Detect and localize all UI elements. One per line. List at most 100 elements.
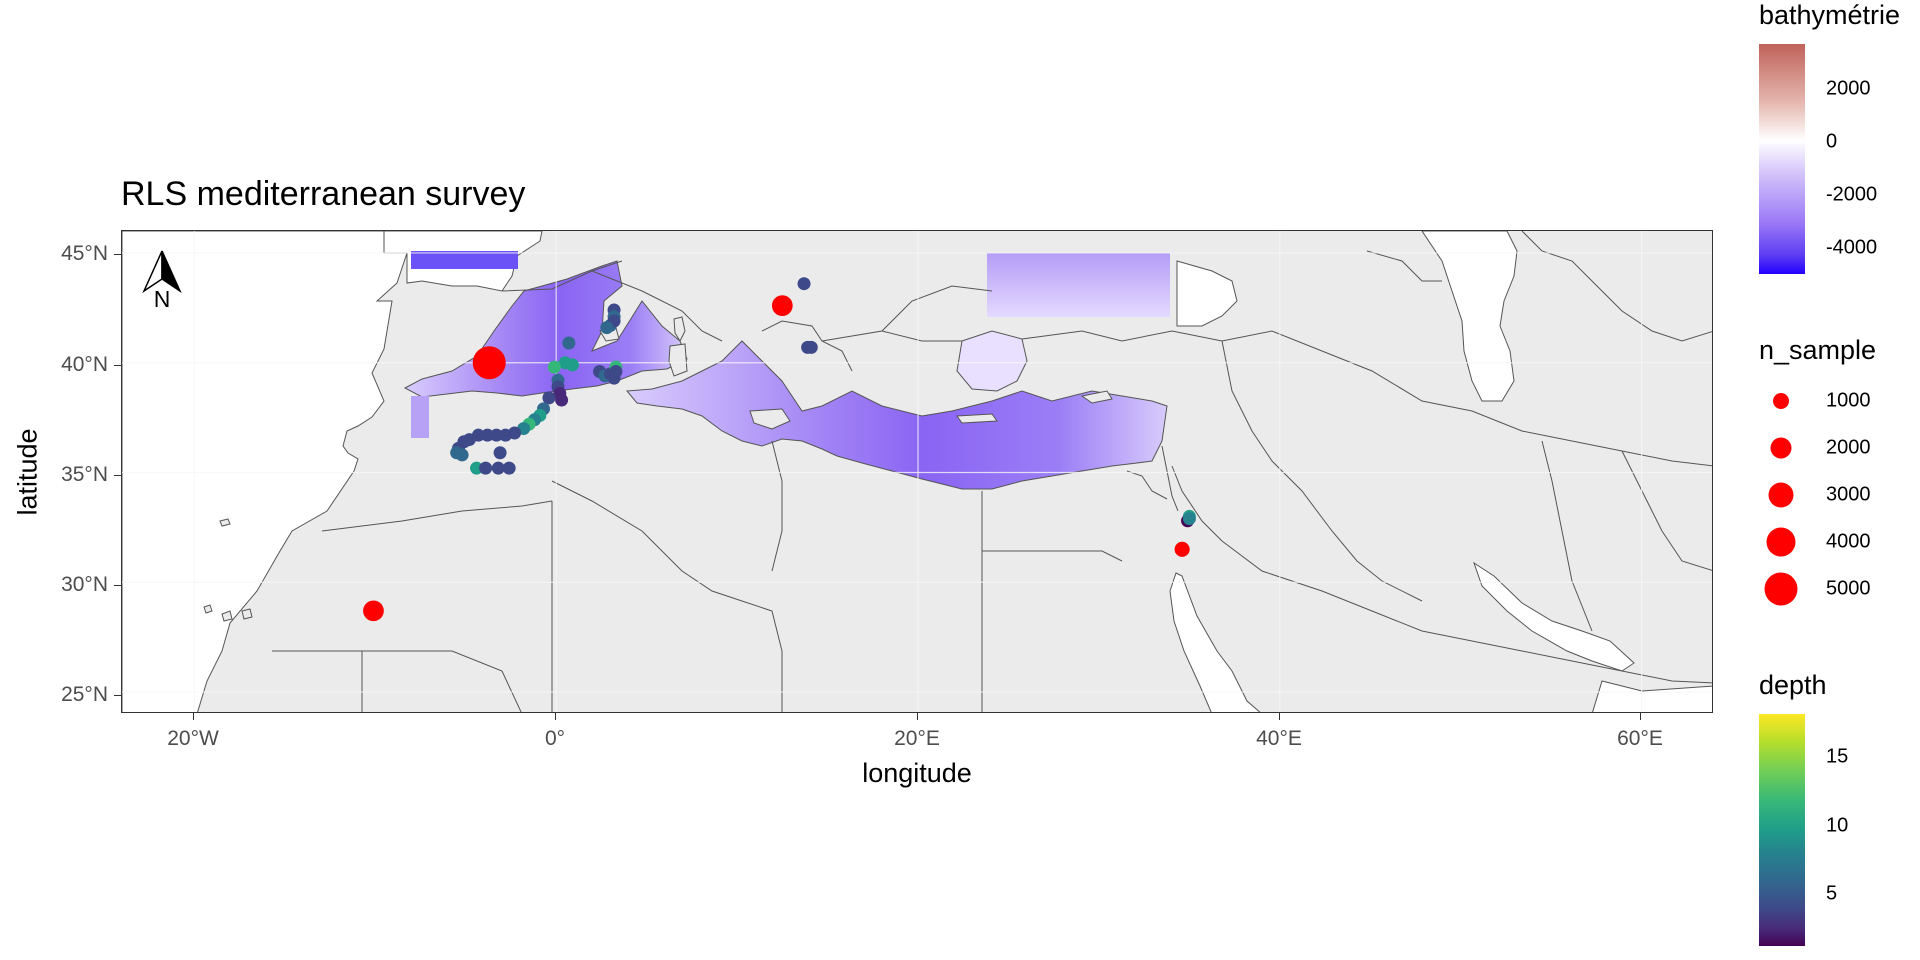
n-sample-legend-keys <box>1764 393 1798 606</box>
n-sample-key-1000 <box>1773 393 1789 409</box>
y-tickmark <box>114 365 121 366</box>
legend-bathymetry-title: bathymétrie <box>1759 0 1901 30</box>
corsica <box>673 316 686 343</box>
survey-site-point <box>562 336 576 350</box>
islands <box>203 316 1113 622</box>
depth-label-5: 5 <box>1826 882 1838 905</box>
graticule <box>122 231 1712 712</box>
bathymetry-label-minus-2000: -2000 <box>1826 183 1878 206</box>
map-canvas[interactable]: N <box>122 231 1713 713</box>
survey-site-point <box>797 277 811 291</box>
legend-n-sample-title: n_sample <box>1759 335 1877 365</box>
n-sample-key-3000 <box>1768 482 1794 508</box>
survey-site-point <box>491 461 505 475</box>
n-sample-point <box>472 346 506 380</box>
canary-3 <box>241 608 253 620</box>
n-sample-point <box>771 295 793 317</box>
x-tick-label-60e: 60°E <box>1617 727 1663 750</box>
bathymetry-label-2000: 2000 <box>1826 77 1871 100</box>
survey-site-point <box>480 428 494 442</box>
depth-label-10: 10 <box>1826 814 1849 837</box>
map-panel[interactable]: N <box>121 230 1713 713</box>
bathymetry-black-sea <box>987 253 1170 317</box>
y-tick-label-35: 35°N <box>61 463 108 486</box>
survey-site-point <box>502 461 516 475</box>
survey-site-point <box>565 358 579 372</box>
survey-site-point <box>804 340 818 354</box>
bathymetry-colorbar <box>1759 44 1805 274</box>
x-tick-label-20e: 20°E <box>894 727 940 750</box>
y-axis-title: latitude <box>12 428 43 516</box>
cyprus <box>1080 390 1113 404</box>
survey-sites <box>450 277 1196 528</box>
survey-site-point <box>600 321 614 335</box>
y-tickmark <box>114 585 121 586</box>
x-axis-title: longitude <box>862 758 972 788</box>
y-tickmark <box>114 695 121 696</box>
sardinia <box>668 343 688 377</box>
bathymetry-layer <box>403 251 1170 490</box>
y-tickmark <box>114 254 121 255</box>
bathymetry-aegean <box>956 330 1028 392</box>
survey-site-point <box>493 446 507 460</box>
sicily <box>749 408 791 430</box>
x-tick-label-40e: 40°E <box>1256 727 1302 750</box>
madeira <box>219 518 231 527</box>
canary-1 <box>203 604 213 614</box>
n-sample-key-2000 <box>1770 437 1792 459</box>
n-sample-key-4000 <box>1766 527 1796 557</box>
black-sea-east <box>1176 260 1238 327</box>
crete <box>956 413 998 424</box>
survey-site-point <box>555 393 569 407</box>
survey-site-point <box>542 391 556 405</box>
n-sample-label-4000: 4000 <box>1826 530 1871 553</box>
y-tick-label-30: 30°N <box>61 573 108 596</box>
n-sample-point <box>1174 541 1190 557</box>
y-tick-label-45: 45°N <box>61 242 108 265</box>
n-sample-label-2000: 2000 <box>1826 436 1871 459</box>
y-tick-label-40: 40°N <box>61 353 108 376</box>
canary-2 <box>221 610 233 622</box>
bathymetry-label-0: 0 <box>1826 130 1838 153</box>
atlantic-ocean <box>122 231 408 712</box>
n-sample-label-5000: 5000 <box>1826 577 1871 600</box>
bathymetry-central-eastern-med <box>625 340 1168 490</box>
x-tick-label-20w: 20°W <box>167 727 219 750</box>
open-sea-layer <box>122 231 1712 712</box>
north-arrow-label: N <box>154 286 171 312</box>
caspian-sea <box>1421 231 1518 402</box>
n-sample-points <box>363 295 1190 622</box>
bathymetry-alboran-patch <box>411 396 429 438</box>
x-tickmark <box>193 713 194 720</box>
survey-site-point <box>479 461 493 475</box>
country-borders <box>272 231 1712 712</box>
survey-site-point <box>609 365 623 379</box>
depth-colorbar <box>1759 714 1805 946</box>
north-arrow: N <box>142 250 182 312</box>
depth-label-15: 15 <box>1826 745 1849 768</box>
y-tickmark <box>114 475 121 476</box>
red-sea <box>1169 572 1261 712</box>
x-tick-label-0: 0° <box>544 727 566 750</box>
survey-site-point <box>489 428 503 442</box>
bathymetry-biscay-strip <box>411 251 518 269</box>
persian-gulf <box>1473 561 1635 672</box>
x-tickmark <box>555 713 556 720</box>
legend-depth-title: depth <box>1759 670 1827 700</box>
x-tickmark <box>917 713 918 720</box>
n-sample-label-1000: 1000 <box>1826 389 1871 412</box>
survey-site-point <box>455 448 469 462</box>
y-tick-label-25: 25°N <box>61 683 108 706</box>
survey-site-point <box>499 428 513 442</box>
survey-site-point <box>470 461 484 475</box>
arabian-sea <box>1592 680 1712 712</box>
survey-site-point <box>547 360 561 374</box>
n-sample-point <box>363 600 384 622</box>
n-sample-key-5000 <box>1764 572 1798 606</box>
n-sample-label-3000: 3000 <box>1826 483 1871 506</box>
x-tickmark <box>1279 713 1280 720</box>
x-tickmark <box>1640 713 1641 720</box>
survey-site-point <box>1182 512 1196 526</box>
bathymetry-label-minus-4000: -4000 <box>1826 236 1878 259</box>
plot-title: RLS mediterranean survey <box>121 175 526 213</box>
